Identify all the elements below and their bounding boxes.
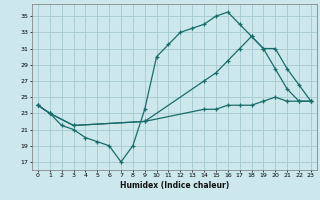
X-axis label: Humidex (Indice chaleur): Humidex (Indice chaleur): [120, 181, 229, 190]
